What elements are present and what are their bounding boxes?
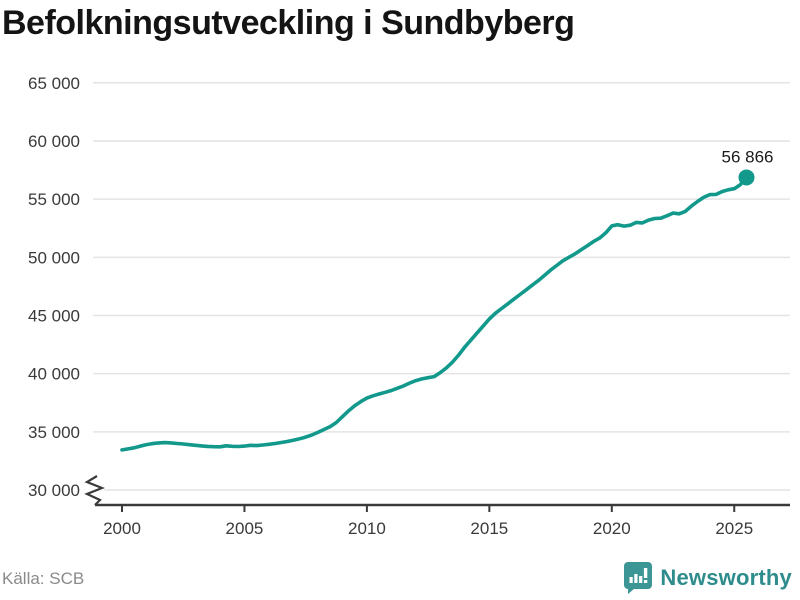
- newsworthy-bubble-icon: [624, 562, 653, 594]
- x-tick-label: 2025: [715, 519, 753, 538]
- y-tick-label: 35 000: [28, 423, 80, 442]
- population-line: [120, 175, 749, 452]
- y-tick-label: 30 000: [28, 481, 80, 500]
- end-point-marker: [738, 169, 755, 186]
- y-tick-label: 65 000: [28, 74, 80, 93]
- logo-exclamation-dot: [644, 580, 648, 583]
- y-tick-label: 60 000: [28, 132, 80, 151]
- newsworthy-logo[interactable]: Newsworthy: [623, 561, 792, 594]
- logo-exclamation-icon: [644, 568, 648, 578]
- x-tick-label: 2000: [103, 519, 141, 538]
- chart-title: Befolkningsutveckling i Sundbyberg: [2, 4, 575, 42]
- x-tick-label: 2015: [470, 519, 508, 538]
- y-tick-label: 50 000: [28, 248, 80, 267]
- newsworthy-wordmark: Newsworthy: [660, 564, 792, 590]
- x-tick-label: 2020: [593, 519, 631, 538]
- x-tick-label: 2005: [226, 519, 264, 538]
- logo-bar-1: [629, 577, 634, 583]
- logo-bar-2: [634, 574, 638, 583]
- source-caption: Källa: SCB: [2, 569, 85, 588]
- logo-bar-3: [639, 576, 643, 583]
- y-tick-label: 45 000: [28, 306, 80, 325]
- x-tick-label: 2010: [348, 519, 386, 538]
- y-tick-label: 40 000: [28, 365, 80, 384]
- axis-break-icon: [84, 475, 105, 506]
- y-tick-label: 55 000: [28, 190, 80, 209]
- end-value-label: 56 866: [721, 147, 773, 166]
